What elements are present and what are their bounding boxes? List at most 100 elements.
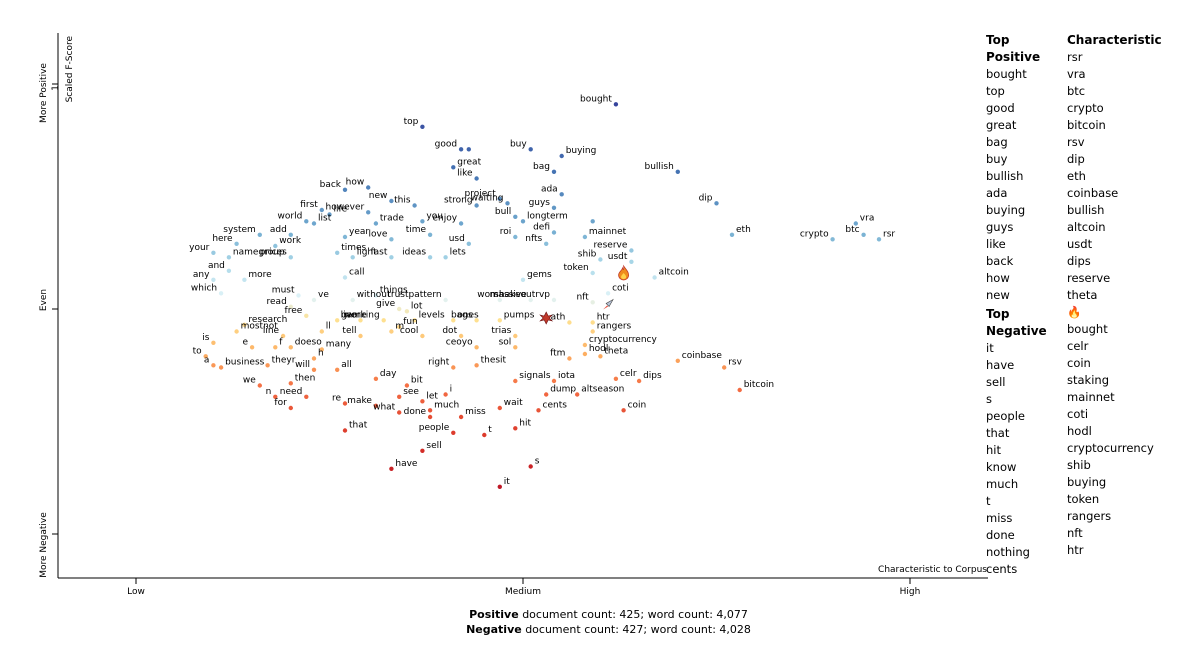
char-item[interactable]: celr bbox=[1067, 339, 1089, 353]
point-nft[interactable] bbox=[590, 300, 595, 305]
top_positive-item[interactable]: bought bbox=[986, 67, 1027, 81]
point-miss[interactable] bbox=[458, 414, 464, 420]
point-label-signals[interactable]: signals bbox=[519, 371, 551, 381]
point-label-dip[interactable]: dip bbox=[699, 193, 713, 203]
point-must[interactable] bbox=[296, 293, 301, 298]
point-fast[interactable] bbox=[389, 255, 394, 260]
point-label-n[interactable]: n bbox=[266, 387, 272, 397]
point-label-bag[interactable]: bag bbox=[533, 162, 550, 172]
point-label-to[interactable]: to bbox=[193, 346, 203, 356]
point-trade[interactable] bbox=[373, 221, 379, 226]
point-label-sell[interactable]: sell bbox=[426, 441, 441, 451]
char-item[interactable]: dips bbox=[1067, 254, 1091, 268]
point-ve[interactable] bbox=[311, 297, 317, 303]
point-label-ceoyo[interactable]: ceoyo bbox=[446, 337, 473, 347]
point-work[interactable] bbox=[273, 243, 278, 249]
point-bull[interactable] bbox=[513, 214, 518, 219]
point-label-ath[interactable]: ath bbox=[551, 313, 566, 323]
point-dip[interactable] bbox=[714, 201, 719, 206]
point-label-trustpattern[interactable]: trustpattern bbox=[387, 290, 441, 300]
point-re[interactable] bbox=[342, 401, 348, 406]
char-item[interactable]: rsr bbox=[1067, 50, 1083, 64]
point-label-iota[interactable]: iota bbox=[558, 371, 575, 381]
point-defi[interactable] bbox=[551, 230, 557, 235]
point-research[interactable] bbox=[242, 322, 247, 327]
top_positive-item[interactable]: bag bbox=[986, 135, 1008, 149]
point-point[interactable] bbox=[466, 147, 471, 152]
point-label-and[interactable]: and bbox=[208, 261, 225, 271]
top_negative-item[interactable]: done bbox=[986, 528, 1015, 542]
rocket-icon[interactable] bbox=[603, 298, 614, 310]
point-sell[interactable] bbox=[420, 448, 425, 453]
point-label-life[interactable]: life bbox=[334, 205, 348, 215]
point-lets[interactable] bbox=[443, 255, 448, 260]
point-ll[interactable] bbox=[319, 329, 324, 334]
point-label-bull[interactable]: bull bbox=[495, 207, 511, 217]
point-is[interactable] bbox=[211, 340, 216, 345]
point-wait[interactable] bbox=[497, 405, 502, 411]
point-and[interactable] bbox=[226, 268, 232, 273]
point-label-people[interactable]: people bbox=[419, 423, 450, 433]
point-levels[interactable] bbox=[412, 318, 417, 323]
top_negative-item[interactable]: people bbox=[986, 409, 1025, 423]
point-label-altseason[interactable]: altseason bbox=[581, 385, 624, 395]
char-item[interactable]: buying bbox=[1067, 475, 1107, 489]
point-dips[interactable] bbox=[636, 378, 642, 384]
point-label-roi[interactable]: roi bbox=[500, 227, 512, 237]
point-label-strong[interactable]: strong bbox=[444, 196, 473, 206]
point-vra[interactable] bbox=[853, 221, 858, 226]
point-theta[interactable] bbox=[598, 354, 603, 359]
char-item[interactable]: 🔥 bbox=[1067, 305, 1082, 319]
point-ideas[interactable] bbox=[427, 255, 433, 260]
point-make[interactable] bbox=[373, 403, 379, 408]
point-label-won[interactable]: won bbox=[477, 290, 496, 300]
point-new[interactable] bbox=[389, 198, 394, 204]
point-celr[interactable] bbox=[613, 376, 619, 381]
point-label-rsv[interactable]: rsv bbox=[728, 358, 742, 368]
point-label-ve[interactable]: ve bbox=[318, 290, 329, 300]
point-trias[interactable] bbox=[513, 333, 518, 339]
point-h[interactable] bbox=[311, 356, 317, 361]
point-prices[interactable] bbox=[288, 255, 293, 260]
point-thesit[interactable] bbox=[474, 363, 479, 368]
point-system[interactable] bbox=[257, 232, 262, 237]
point-back[interactable] bbox=[342, 187, 348, 192]
point-label-ftm[interactable]: ftm bbox=[550, 349, 565, 359]
char-item[interactable]: bullish bbox=[1067, 203, 1105, 217]
point-label-miss[interactable]: miss bbox=[465, 407, 486, 417]
point-pumps[interactable] bbox=[497, 318, 502, 323]
point-label-m[interactable]: m bbox=[395, 322, 404, 332]
point-label-line[interactable]: line bbox=[263, 326, 280, 336]
point-see[interactable] bbox=[397, 394, 402, 399]
point-buy[interactable] bbox=[528, 147, 533, 152]
point-to[interactable] bbox=[203, 354, 208, 359]
char-item[interactable]: token bbox=[1067, 492, 1100, 506]
top_positive-item[interactable]: guys bbox=[986, 220, 1014, 234]
char-item[interactable]: coin bbox=[1067, 356, 1091, 370]
point-label-bullish[interactable]: bullish bbox=[644, 162, 673, 172]
char-item[interactable]: rsv bbox=[1067, 135, 1085, 149]
point-cents[interactable] bbox=[536, 408, 541, 413]
point-label-thesit[interactable]: thesit bbox=[481, 355, 507, 365]
point-dump[interactable] bbox=[544, 392, 549, 397]
point-label-sol[interactable]: sol bbox=[499, 337, 512, 347]
point-label-good[interactable]: good bbox=[435, 139, 457, 149]
point-that[interactable] bbox=[342, 428, 348, 433]
top_positive-item[interactable]: top bbox=[986, 84, 1005, 98]
point-roi[interactable] bbox=[513, 234, 518, 240]
point-label-free[interactable]: free bbox=[285, 306, 303, 316]
point-label-project[interactable]: project bbox=[465, 189, 497, 199]
point-nfts[interactable] bbox=[544, 241, 549, 246]
point-will[interactable] bbox=[311, 367, 317, 372]
point-label-token[interactable]: token bbox=[564, 263, 589, 273]
point-what[interactable] bbox=[397, 410, 402, 415]
point-cool[interactable] bbox=[420, 333, 425, 339]
point-bought[interactable] bbox=[613, 102, 619, 107]
point-label-f[interactable]: f bbox=[279, 337, 283, 347]
point-more[interactable] bbox=[242, 277, 247, 282]
top_positive-item[interactable]: ada bbox=[986, 186, 1008, 200]
top_positive-item[interactable]: great bbox=[986, 118, 1017, 132]
point-label-much[interactable]: much bbox=[434, 400, 459, 410]
point-ceoyo[interactable] bbox=[474, 345, 479, 350]
point-much[interactable] bbox=[427, 408, 433, 413]
